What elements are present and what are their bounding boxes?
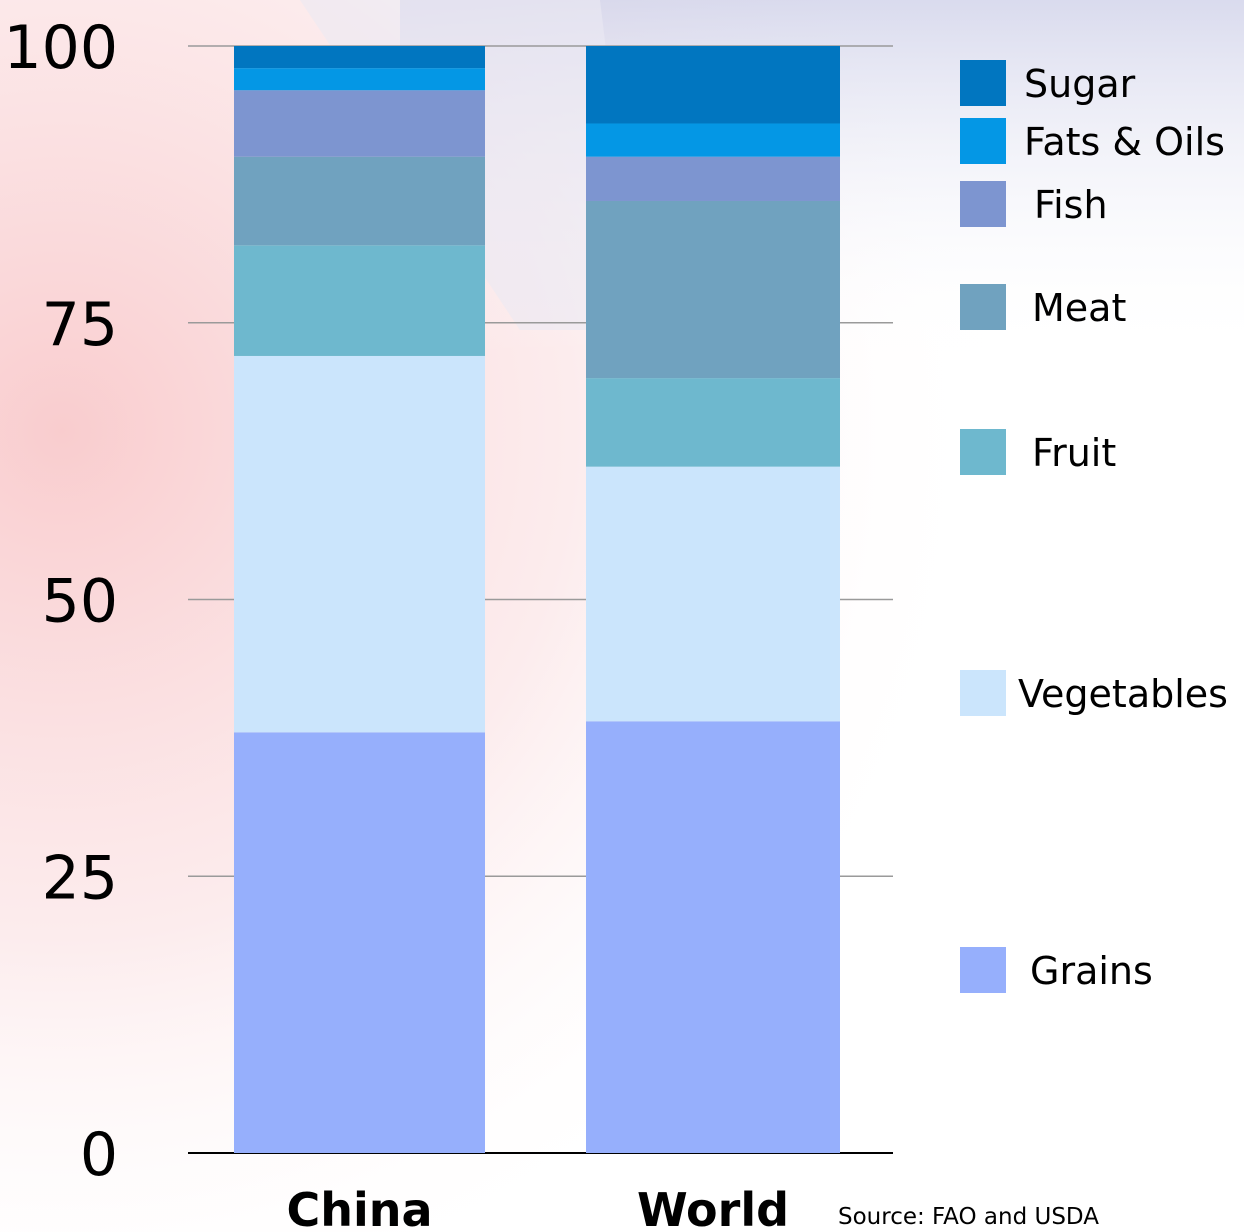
bar-segment-world-grains — [586, 721, 840, 1153]
legend-swatch-meat — [960, 284, 1006, 330]
x-category-label: China — [286, 1183, 432, 1232]
legend-label-fruit: Fruit — [1032, 431, 1116, 475]
bar-segment-world-sugar — [586, 46, 840, 124]
legend-swatch-sugar — [960, 60, 1006, 106]
y-tick-label: 25 — [42, 843, 118, 913]
bar-segment-china-fruit — [234, 245, 485, 356]
bar-segment-china-grains — [234, 732, 485, 1153]
legend-label-fish: Fish — [1034, 183, 1108, 227]
y-tick-label: 50 — [42, 567, 118, 637]
bar-segment-world-fruit — [586, 378, 840, 467]
legend-swatch-fruit — [960, 429, 1006, 475]
bar-segment-china-vegetables — [234, 355, 485, 733]
x-axis-categories: China World — [286, 1183, 789, 1232]
bar-segment-china-meat — [234, 156, 485, 246]
legend-label-fats-oils: Fats & Oils — [1024, 120, 1225, 164]
y-tick-label: 75 — [42, 290, 118, 360]
bar-segment-china-fats-oils — [234, 68, 485, 91]
x-category-label: World — [637, 1183, 789, 1232]
y-tick-label: 100 — [3, 13, 118, 83]
legend-label-vegetables: Vegetables — [1018, 672, 1228, 716]
legend-label-meat: Meat — [1032, 286, 1126, 330]
bar-segment-world-meat — [586, 200, 840, 379]
legend-label-grains: Grains — [1030, 949, 1153, 993]
source-note: Source: FAO and USDA — [838, 1204, 1099, 1230]
legend-swatch-vegetables — [960, 670, 1006, 716]
legend-swatch-grains — [960, 947, 1006, 993]
bar-segment-world-fats-oils — [586, 123, 840, 157]
legend-label-sugar: Sugar — [1024, 62, 1136, 106]
legend: Sugar Fats & Oils Fish Meat Fruit Vegetables G… — [960, 60, 1228, 993]
legend-swatch-fats-oils — [960, 118, 1006, 164]
bar-stacks — [234, 46, 840, 1153]
y-axis-ticks: 0 25 50 75 100 — [3, 13, 118, 1190]
y-tick-label: 0 — [80, 1120, 118, 1190]
legend-swatch-fish — [960, 181, 1006, 227]
bar-segment-china-fish — [234, 90, 485, 157]
bar-segment-world-vegetables — [586, 466, 840, 722]
bar-segment-china-sugar — [234, 46, 485, 69]
bar-segment-world-fish — [586, 156, 840, 201]
